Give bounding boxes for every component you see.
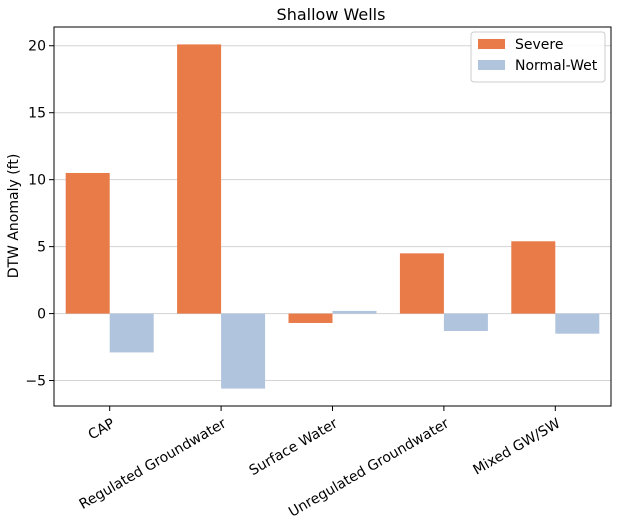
bar-severe (399, 253, 444, 314)
bar-severe (511, 241, 556, 314)
bars (65, 44, 600, 389)
legend-swatch (478, 60, 505, 70)
bar-normal-wet (443, 313, 488, 332)
bar-normal-wet (555, 313, 600, 334)
bar-severe (288, 313, 333, 323)
legend-label: Normal-Wet (515, 58, 598, 74)
x-tick-label: Surface Water (247, 415, 341, 479)
y-tick-label: 5 (37, 240, 46, 256)
y-tick-label: 15 (28, 106, 46, 122)
y-tick-label: 10 (28, 173, 46, 189)
bar-severe (65, 172, 110, 314)
y-axis-ticks: −5 0 5 10 15 20 (25, 39, 54, 390)
x-tick-label: CAP (86, 416, 118, 444)
chart-title: Shallow Wells (277, 5, 386, 24)
y-tick-label: 20 (28, 39, 46, 55)
legend-label: Severe (515, 37, 563, 53)
y-tick-label: 0 (37, 307, 46, 323)
bar-normal-wet (109, 313, 154, 353)
x-tick-label: Mixed GW/SW (470, 416, 563, 479)
y-tick-label: −5 (25, 374, 46, 390)
legend: Severe Normal-Wet (470, 31, 606, 83)
bar-severe (177, 44, 222, 314)
bar-normal-wet (221, 313, 266, 389)
y-axis-label: DTW Anomaly (ft) (6, 154, 22, 279)
legend-swatch (478, 39, 505, 49)
bar-normal-wet (332, 310, 377, 314)
